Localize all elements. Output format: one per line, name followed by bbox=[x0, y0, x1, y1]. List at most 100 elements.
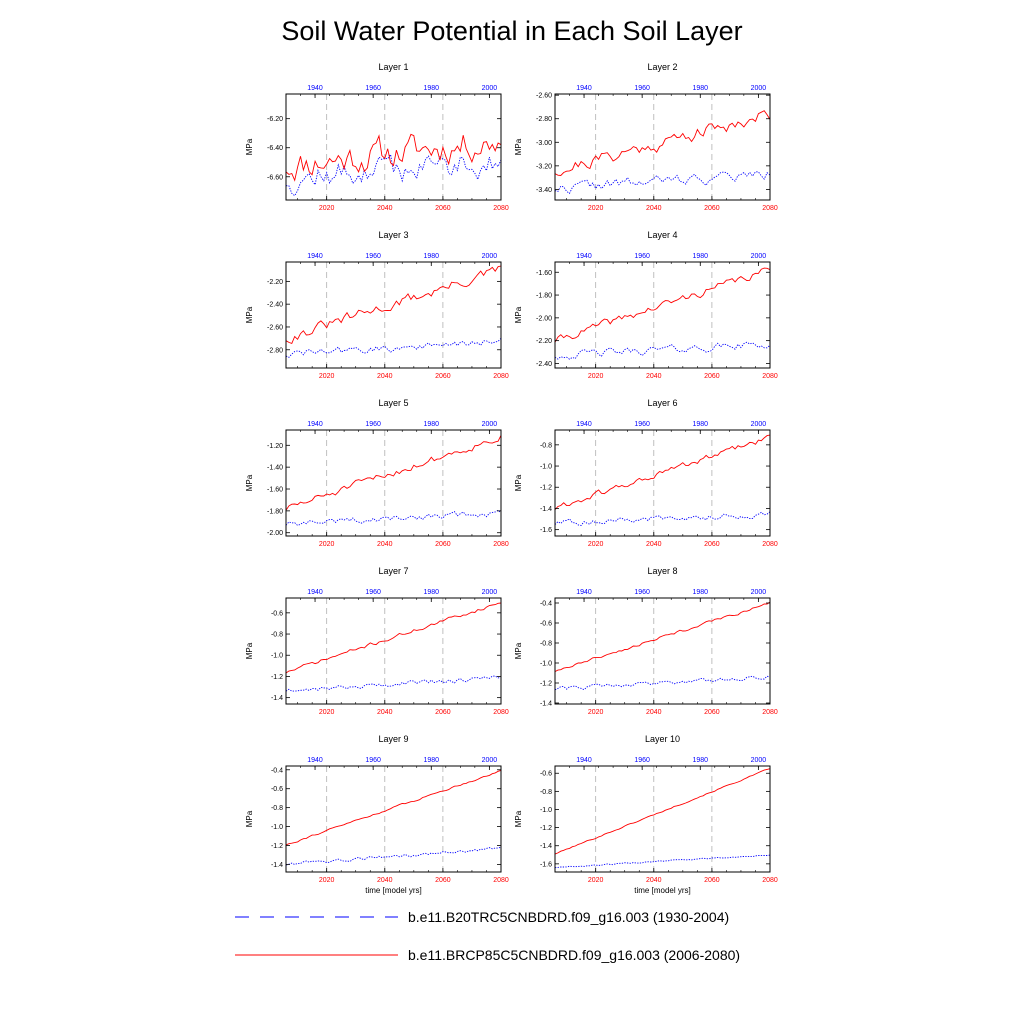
series-line-rcp85 bbox=[554, 110, 771, 176]
series-line-historical bbox=[554, 854, 771, 869]
y-tick-label: -1.4 bbox=[540, 701, 552, 708]
x-tick-label-bottom: 2060 bbox=[435, 541, 451, 548]
y-tick-label: -1.60 bbox=[536, 270, 552, 277]
x-tick-label-top: 2000 bbox=[482, 757, 498, 764]
x-tick-label-top: 2000 bbox=[751, 421, 767, 428]
y-tick-label: -0.6 bbox=[271, 786, 283, 793]
plot-frame bbox=[285, 261, 502, 369]
y-tick-label: -1.2 bbox=[271, 674, 283, 681]
series-line-historical bbox=[285, 675, 502, 692]
y-tick-label: -2.60 bbox=[536, 93, 552, 100]
x-tick-label-top: 1980 bbox=[692, 757, 708, 764]
x-tick-label-top: 1940 bbox=[576, 757, 592, 764]
y-tick-label: -1.2 bbox=[540, 485, 552, 492]
x-tick-label-top: 1980 bbox=[692, 253, 708, 260]
series-line-rcp85 bbox=[285, 133, 502, 182]
x-tick-label-bottom: 2060 bbox=[704, 877, 720, 884]
y-tick-label: -2.80 bbox=[267, 347, 283, 354]
y-tick-label: -1.2 bbox=[540, 825, 552, 832]
panel-layer-2: 2020 2040 2060 2080 1940 1960 1980 2000 -2.60 -2.… bbox=[514, 62, 778, 212]
panel-title: Layer 8 bbox=[647, 566, 677, 576]
x-tick-label-top: 1980 bbox=[692, 589, 708, 596]
x-tick-label-bottom: 2020 bbox=[319, 205, 335, 212]
x-tick-label-bottom: 2040 bbox=[646, 877, 662, 884]
x-axis-label: time [model yrs] bbox=[634, 886, 690, 895]
panel-title: Layer 4 bbox=[647, 230, 677, 240]
x-tick-label-top: 1980 bbox=[692, 85, 708, 92]
legend-label-rcp85: b.e11.BRCP85C5CNBDRD.f09_g16.003 (2006-2… bbox=[408, 947, 740, 963]
x-tick-label-top: 1980 bbox=[423, 253, 439, 260]
y-tick-label: -1.2 bbox=[271, 843, 283, 850]
y-axis-label: MPa bbox=[245, 474, 254, 491]
x-tick-label-bottom: 2040 bbox=[646, 373, 662, 380]
series-line-rcp85 bbox=[554, 768, 771, 855]
x-tick-label-top: 1960 bbox=[634, 589, 650, 596]
x-tick-label-bottom: 2040 bbox=[646, 709, 662, 716]
x-tick-label-bottom: 2020 bbox=[588, 541, 604, 548]
y-tick-label: -0.6 bbox=[271, 610, 283, 617]
series-line-historical bbox=[554, 341, 771, 360]
x-axis-label: time [model yrs] bbox=[365, 886, 421, 895]
panel-layer-8: 2020 2040 2060 2080 1940 1960 1980 2000 -0.4 -0.6… bbox=[514, 566, 778, 716]
x-tick-label-top: 2000 bbox=[751, 757, 767, 764]
y-axis-label: MPa bbox=[514, 642, 523, 659]
y-axis-label: MPa bbox=[514, 474, 523, 491]
x-tick-label-bottom: 2060 bbox=[435, 877, 451, 884]
y-axis-label: MPa bbox=[514, 810, 523, 827]
panel-layer-1: 2020 2040 2060 2080 1940 1960 1980 2000 -6.20 -6.… bbox=[245, 62, 509, 212]
x-tick-label-bottom: 2040 bbox=[377, 373, 393, 380]
y-axis-label: MPa bbox=[245, 138, 254, 155]
x-tick-label-bottom: 2040 bbox=[377, 877, 393, 884]
x-tick-label-top: 1940 bbox=[307, 85, 323, 92]
x-tick-label-top: 1960 bbox=[634, 85, 650, 92]
x-tick-label-bottom: 2060 bbox=[704, 205, 720, 212]
plot-frame bbox=[554, 765, 771, 873]
x-tick-label-top: 2000 bbox=[751, 85, 767, 92]
panel-layer-4: 2020 2040 2060 2080 1940 1960 1980 2000 -1.60 -1.… bbox=[514, 230, 778, 380]
x-tick-label-top: 1960 bbox=[634, 421, 650, 428]
y-axis-label: MPa bbox=[245, 810, 254, 827]
x-tick-label-top: 2000 bbox=[482, 589, 498, 596]
y-tick-label: -6.20 bbox=[267, 116, 283, 123]
x-tick-label-bottom: 2060 bbox=[704, 373, 720, 380]
series-line-historical bbox=[285, 337, 502, 358]
y-tick-label: -3.40 bbox=[536, 187, 552, 194]
y-axis-label: MPa bbox=[514, 306, 523, 323]
x-tick-label-top: 1980 bbox=[423, 85, 439, 92]
y-tick-label: -2.80 bbox=[536, 116, 552, 123]
x-tick-label-bottom: 2080 bbox=[762, 709, 778, 716]
series-line-historical bbox=[554, 675, 771, 691]
x-tick-label-bottom: 2040 bbox=[646, 205, 662, 212]
y-tick-label: -1.6 bbox=[540, 527, 552, 534]
plot-frame bbox=[554, 597, 771, 705]
x-tick-label-bottom: 2060 bbox=[435, 205, 451, 212]
x-tick-label-bottom: 2020 bbox=[319, 709, 335, 716]
y-axis-label: MPa bbox=[514, 138, 523, 155]
panel-layer-5: 2020 2040 2060 2080 1940 1960 1980 2000 -1.20 -1.… bbox=[245, 398, 509, 548]
x-tick-label-top: 1940 bbox=[576, 589, 592, 596]
y-tick-label: -1.40 bbox=[267, 465, 283, 472]
panel-title: Layer 3 bbox=[378, 230, 408, 240]
legend: b.e11.B20TRC5CNBDRD.f09_g16.003 (1930-20… bbox=[235, 909, 740, 963]
y-tick-label: -0.8 bbox=[271, 632, 283, 639]
x-tick-label-top: 2000 bbox=[751, 589, 767, 596]
x-tick-label-top: 1940 bbox=[307, 589, 323, 596]
x-tick-label-top: 1960 bbox=[365, 757, 381, 764]
x-tick-label-bottom: 2080 bbox=[493, 205, 509, 212]
panel-title: Layer 1 bbox=[378, 62, 408, 72]
x-tick-label-top: 1960 bbox=[634, 757, 650, 764]
plot-frame bbox=[285, 429, 502, 537]
x-tick-label-top: 1980 bbox=[423, 589, 439, 596]
y-tick-label: -3.20 bbox=[536, 163, 552, 170]
x-tick-label-top: 1940 bbox=[307, 421, 323, 428]
x-tick-label-bottom: 2080 bbox=[762, 877, 778, 884]
y-tick-label: -1.4 bbox=[271, 862, 283, 869]
x-tick-label-top: 1940 bbox=[576, 421, 592, 428]
x-tick-label-bottom: 2020 bbox=[588, 205, 604, 212]
panel-title: Layer 7 bbox=[378, 566, 408, 576]
x-tick-label-bottom: 2060 bbox=[704, 541, 720, 548]
x-tick-label-bottom: 2060 bbox=[435, 373, 451, 380]
x-tick-label-top: 1980 bbox=[423, 757, 439, 764]
y-tick-label: -1.80 bbox=[536, 293, 552, 300]
y-tick-label: -1.80 bbox=[267, 508, 283, 515]
